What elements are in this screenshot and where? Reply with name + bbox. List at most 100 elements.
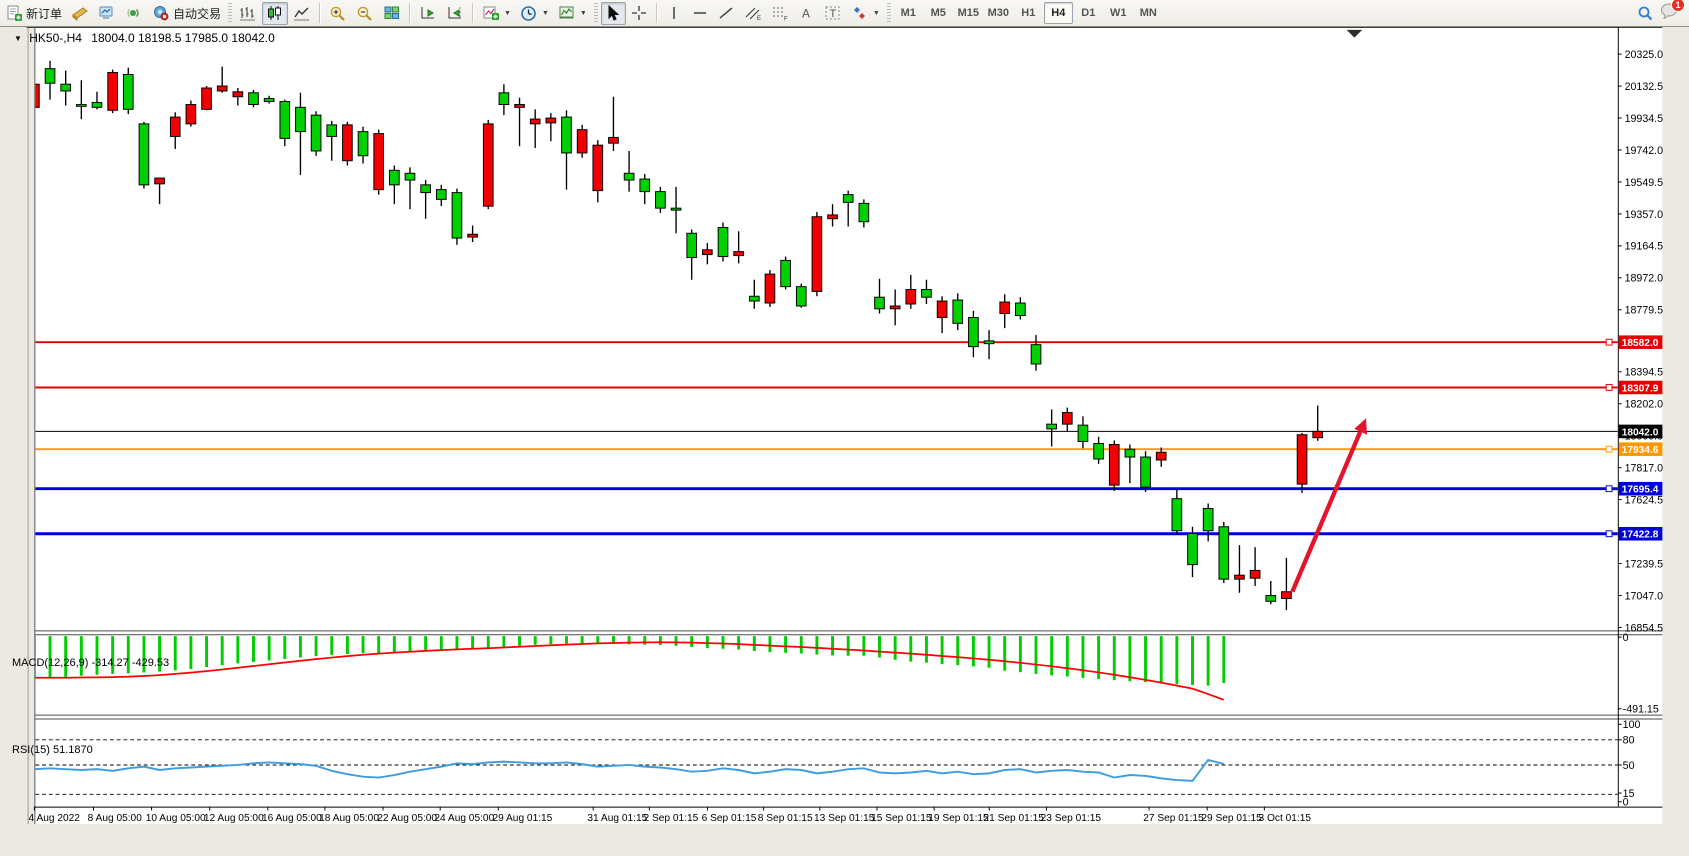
candle [999,301,1011,315]
time-label: 18 Aug 05:00 [319,813,379,824]
rsi-line [35,758,1225,782]
auto-trading-label: 自动交易 [173,6,222,21]
tf-button-M15[interactable]: M15 [957,7,979,19]
chart-history-button[interactable] [67,2,93,25]
horizontal-line-tool-button[interactable] [688,2,713,25]
candle [1202,507,1214,532]
time-axis[interactable] [26,806,1663,830]
symbol-collapse-icon[interactable]: ▼ [14,34,22,43]
candle [1281,591,1292,599]
tile-windows-icon [384,6,400,19]
text-tool-button[interactable]: A [794,2,819,25]
panel-separators[interactable] [34,630,1663,720]
svg-text:E: E [757,16,761,21]
arrows-tool-button[interactable]: ▼ [847,2,884,25]
tf-button-H1[interactable]: H1 [1021,7,1036,19]
bar-chart-button[interactable] [235,2,261,25]
zoom-in-icon [330,6,345,21]
candle [295,106,306,133]
search-icon[interactable] [1637,5,1654,22]
zoom-out-button[interactable] [352,2,378,25]
tile-windows-button[interactable] [379,2,405,25]
candles-layer [35,60,1324,611]
candle [561,116,572,154]
candle [936,300,948,319]
candlestick-chart-button[interactable] [262,1,289,25]
time-label: 16 Aug 05:00 [262,813,322,824]
shift-marker[interactable] [1346,29,1363,38]
candle [263,98,275,103]
templates-button[interactable]: ▼ [554,2,591,25]
news-button[interactable] [121,2,147,25]
chart-canvas[interactable]: 20325.0 20132.5 19934.5 19742.0 19549.5 19357… [0,27,1689,856]
line-chart-button[interactable] [289,2,315,25]
fibonacci-tool-button[interactable]: F [767,2,793,25]
price-badge: 18582.0 [1622,338,1659,349]
trendline-tool-button[interactable] [714,2,739,25]
new-order-button[interactable]: 新订单 [2,2,66,25]
indicators-button[interactable]: ▼ [478,2,515,25]
notifications-button[interactable]: 1 [1660,0,1685,24]
fibonacci-icon: F [772,7,788,21]
svg-text:18972.0: 18972.0 [1625,273,1664,285]
svg-text:50: 50 [1623,760,1635,772]
candle [670,207,682,211]
candle [60,83,72,92]
equidistant-channel-tool-button[interactable]: E [740,2,766,25]
candle [1296,434,1308,485]
tf-button-M5[interactable]: M5 [930,7,946,19]
svg-text:18202.0: 18202.0 [1625,399,1664,411]
indicators-icon [483,6,500,20]
candle [1061,412,1073,425]
auto-trading-button[interactable]: 自动交易 [148,2,225,25]
svg-text:18779.5: 18779.5 [1625,305,1664,317]
market-watch-button[interactable] [94,2,120,25]
time-label: 6 Sep 01:15 [702,813,757,824]
time-label: 10 Aug 05:00 [146,813,206,824]
candle [107,71,118,111]
annotation-arrow[interactable] [1290,418,1367,593]
time-label: 22 Aug 05:00 [377,813,437,824]
candle [138,123,150,186]
auto-trading-icon [154,6,169,21]
svg-text:19549.5: 19549.5 [1625,177,1664,189]
tf-button-D1[interactable]: D1 [1081,7,1096,19]
periods-button[interactable]: ▼ [516,2,553,25]
tf-button-M1[interactable]: M1 [900,7,916,19]
templates-dropdown-arrow[interactable]: ▼ [579,9,587,17]
price-badges: 18582.0 18307.9 18042.0 17934.6 17695.4 17422… [1605,335,1663,541]
candle [1108,443,1120,486]
svg-text:20325.0: 20325.0 [1625,49,1664,61]
arrows-dropdown-arrow[interactable]: ▼ [872,9,880,17]
svg-text:-491.15: -491.15 [1623,704,1659,716]
periods-dropdown-arrow[interactable]: ▼ [541,9,549,17]
svg-text:100: 100 [1623,719,1641,731]
candle [921,288,932,298]
candle [248,92,259,106]
svg-text:19934.5: 19934.5 [1625,113,1664,125]
svg-text:16854.5: 16854.5 [1625,622,1664,634]
auto-scroll-button[interactable] [415,2,441,25]
gold-wedge-icon [72,7,88,21]
chart-shift-button[interactable] [442,2,468,25]
candle [1046,423,1057,430]
indicators-dropdown-arrow[interactable]: ▼ [504,9,511,17]
tf-button-H4[interactable]: H4 [1043,2,1073,24]
svg-text:19742.0: 19742.0 [1625,145,1664,157]
vertical-line-tool-button[interactable] [662,2,687,25]
text-label-tool-button[interactable]: T [820,2,846,25]
chart-window[interactable]: 20325.0 20132.5 19934.5 19742.0 19549.5 19357… [0,27,1689,856]
candle [482,123,494,207]
candle [858,202,870,223]
time-label: 23 Sep 01:15 [1041,813,1102,824]
candle [686,232,698,259]
candle [842,194,854,203]
crosshair-tool-button[interactable] [627,2,652,25]
tf-button-M30[interactable]: M30 [987,7,1009,19]
time-label: 13 Sep 01:15 [814,813,875,824]
tf-button-MN[interactable]: MN [1139,7,1157,19]
tf-button-W1[interactable]: W1 [1110,7,1127,19]
zoom-in-button[interactable] [325,2,351,25]
cursor-tool-button[interactable] [600,1,626,25]
svg-text:A: A [802,7,810,21]
